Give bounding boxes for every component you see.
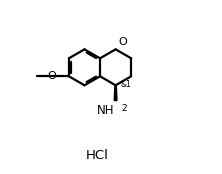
Polygon shape: [114, 85, 117, 101]
Text: 2: 2: [121, 104, 127, 113]
Text: NH: NH: [97, 104, 115, 117]
Text: &1: &1: [121, 80, 131, 89]
Text: HCl: HCl: [86, 149, 109, 162]
Text: O: O: [48, 71, 56, 81]
Text: O: O: [119, 37, 127, 47]
